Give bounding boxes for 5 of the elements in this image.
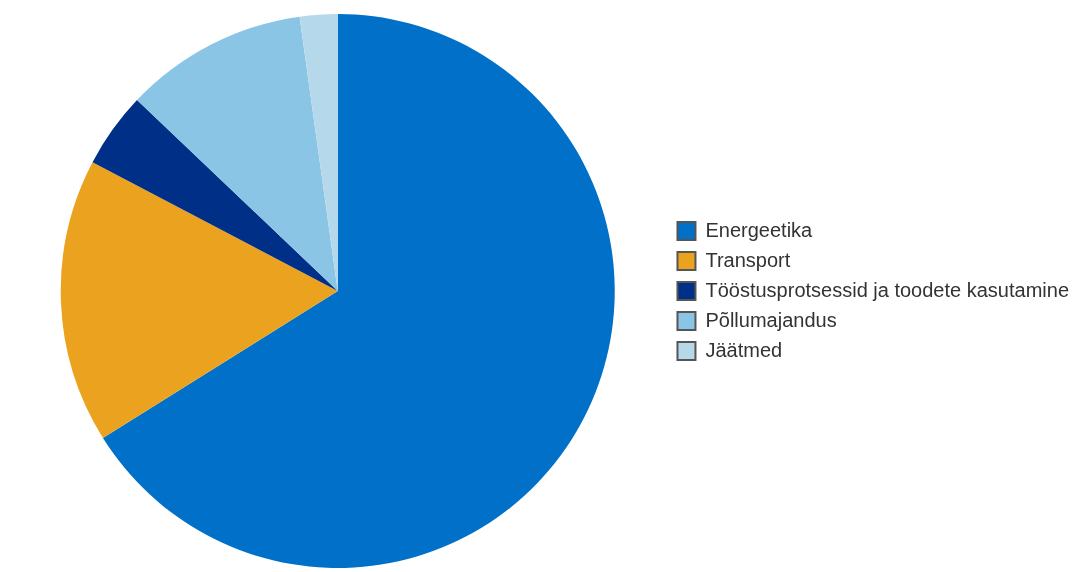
legend-label: Tööstusprotsessid ja toodete kasutamine: [705, 278, 1070, 301]
legend-label: Põllumajandus: [705, 308, 837, 331]
legend-label: Transport: [705, 248, 791, 271]
legend-label: Jäätmed: [705, 338, 783, 361]
legend-label: Energeetika: [705, 218, 814, 241]
